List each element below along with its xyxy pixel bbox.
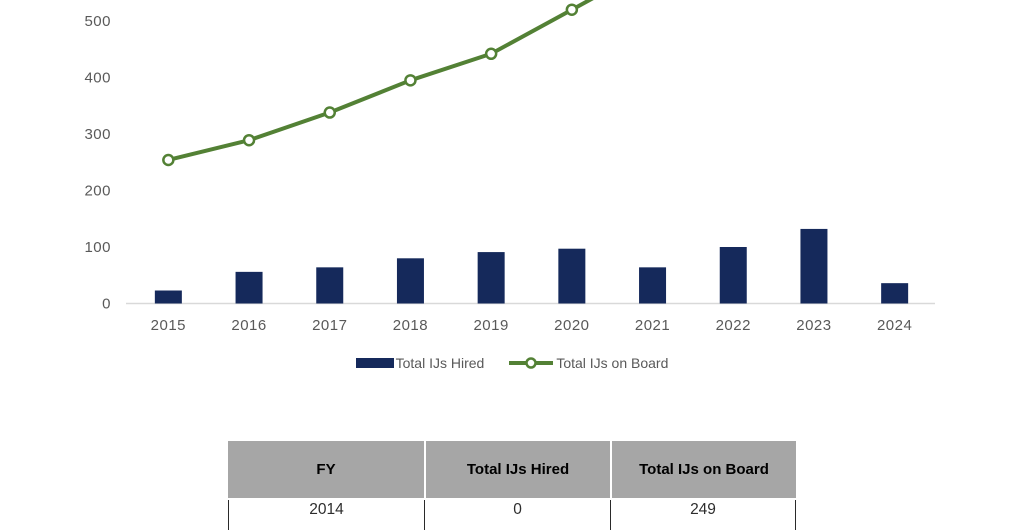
x-axis-tick-label: 2015: [151, 317, 186, 334]
table-cell: 249: [610, 500, 796, 530]
x-axis-tick-label: 2018: [393, 317, 428, 334]
onboard-marker-2017: [323, 106, 336, 119]
onboard-marker-2015: [162, 153, 175, 167]
y-axis-tick-label: 200: [84, 183, 111, 200]
y-axis-tick-label: 0: [102, 296, 111, 313]
onboard-marker-2019: [484, 47, 498, 61]
x-axis-tick-label: 2019: [473, 317, 508, 334]
x-axis-tick-label: 2024: [877, 317, 912, 334]
x-axis-tick-label: 2020: [554, 317, 589, 334]
x-axis-tick-label: 2023: [796, 317, 831, 334]
table-header-col0: FY: [228, 441, 424, 498]
x-axis-tick-label: 2016: [231, 317, 266, 334]
bar-2019: [477, 252, 505, 304]
ij-data-table: FY Total IJs Hired Total IJs on Board 2014 0…: [228, 441, 796, 530]
table-cell: 2014: [228, 500, 424, 530]
table-cell: 0: [424, 500, 610, 530]
legend-label-on-board: Total IJs on Board: [556, 355, 669, 371]
bar-2023: [800, 228, 828, 304]
bar-2016: [235, 271, 263, 304]
bar-2020: [558, 248, 586, 304]
legend-item-total-ijs-on-board: Total IJs on Board: [508, 355, 668, 371]
y-axis-tick-label: 500: [84, 13, 111, 30]
chart-plot-area: 0 100 200 300 400 500 2015 2016 2017 2018 2019 2020…: [84, 0, 935, 334]
bar-swatch-icon: [355, 358, 394, 368]
line-marker-icon: [509, 357, 554, 369]
x-axis-tick-label: 2022: [716, 317, 751, 334]
x-axis-tick-label: 2017: [312, 317, 347, 334]
bar-2021: [639, 267, 667, 304]
bar-2015: [154, 290, 182, 304]
onboard-marker-2018: [404, 74, 417, 87]
y-axis-tick-label: 300: [84, 126, 111, 143]
chart-legend: Total IJs Hired Total IJs on Board: [0, 353, 1024, 373]
bar-2018: [396, 258, 424, 304]
table-header-col1: Total IJs Hired: [424, 441, 610, 498]
bar-2024: [881, 283, 909, 304]
bar-2017: [316, 267, 344, 304]
bar-2022: [719, 247, 747, 304]
x-axis-tick-label: 2021: [635, 317, 670, 334]
legend-label-hired: Total IJs Hired: [395, 355, 485, 371]
legend-item-total-ijs-hired: Total IJs Hired: [355, 355, 485, 371]
y-axis-tick-label: 100: [84, 239, 111, 256]
ij-hiring-chart: 0 100 200 300 400 500 2015 2016 2017 2018 2019 2020…: [84, 0, 935, 371]
onboard-marker-2016: [242, 133, 256, 147]
y-axis-tick-label: 400: [84, 70, 111, 87]
onboard-marker-2020: [565, 3, 579, 16]
table-header-col2: Total IJs on Board: [610, 441, 796, 498]
